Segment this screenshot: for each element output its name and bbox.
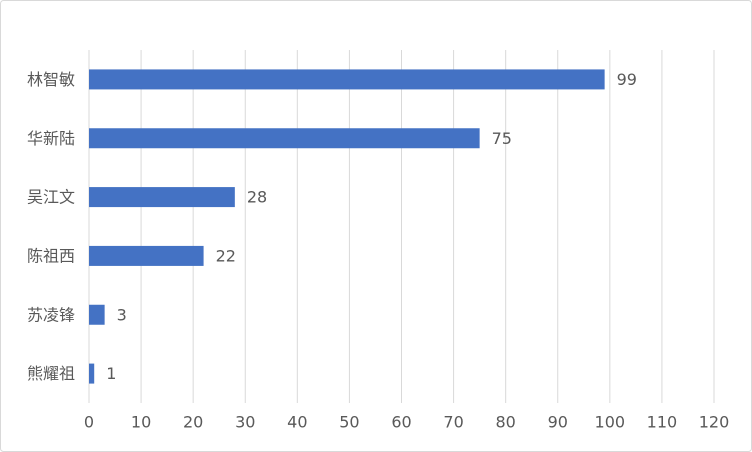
x-tick-label: 50 [339, 413, 359, 432]
bar [89, 128, 480, 149]
data-label: 75 [492, 129, 512, 148]
y-tick-label: 华新陆 [27, 129, 75, 148]
bar [89, 187, 235, 208]
data-label: 1 [106, 364, 116, 383]
x-tick-label: 20 [183, 413, 203, 432]
x-tick-label: 30 [235, 413, 255, 432]
x-tick-label: 10 [131, 413, 151, 432]
data-label: 99 [617, 70, 637, 89]
y-tick-label: 吴江文 [27, 188, 75, 207]
x-tick-label: 80 [495, 413, 515, 432]
y-tick-label: 苏凌锋 [27, 305, 75, 324]
x-tick-label: 110 [647, 413, 678, 432]
data-label: 22 [216, 246, 236, 265]
x-tick-label: 70 [443, 413, 463, 432]
data-label: 3 [117, 305, 127, 324]
x-tick-label: 100 [595, 413, 626, 432]
x-tick-label: 120 [699, 413, 730, 432]
x-tick-label: 0 [84, 413, 94, 432]
bar [89, 245, 204, 266]
y-tick-label: 陈祖西 [27, 246, 75, 265]
y-tick-label: 熊耀祖 [27, 364, 75, 383]
bar [89, 69, 605, 90]
x-tick-label: 90 [548, 413, 568, 432]
bar [89, 363, 95, 384]
bar [89, 304, 105, 325]
data-label: 28 [247, 188, 267, 207]
y-tick-label: 林智敏 [27, 70, 75, 89]
x-tick-label: 60 [391, 413, 411, 432]
x-tick-label: 40 [287, 413, 307, 432]
